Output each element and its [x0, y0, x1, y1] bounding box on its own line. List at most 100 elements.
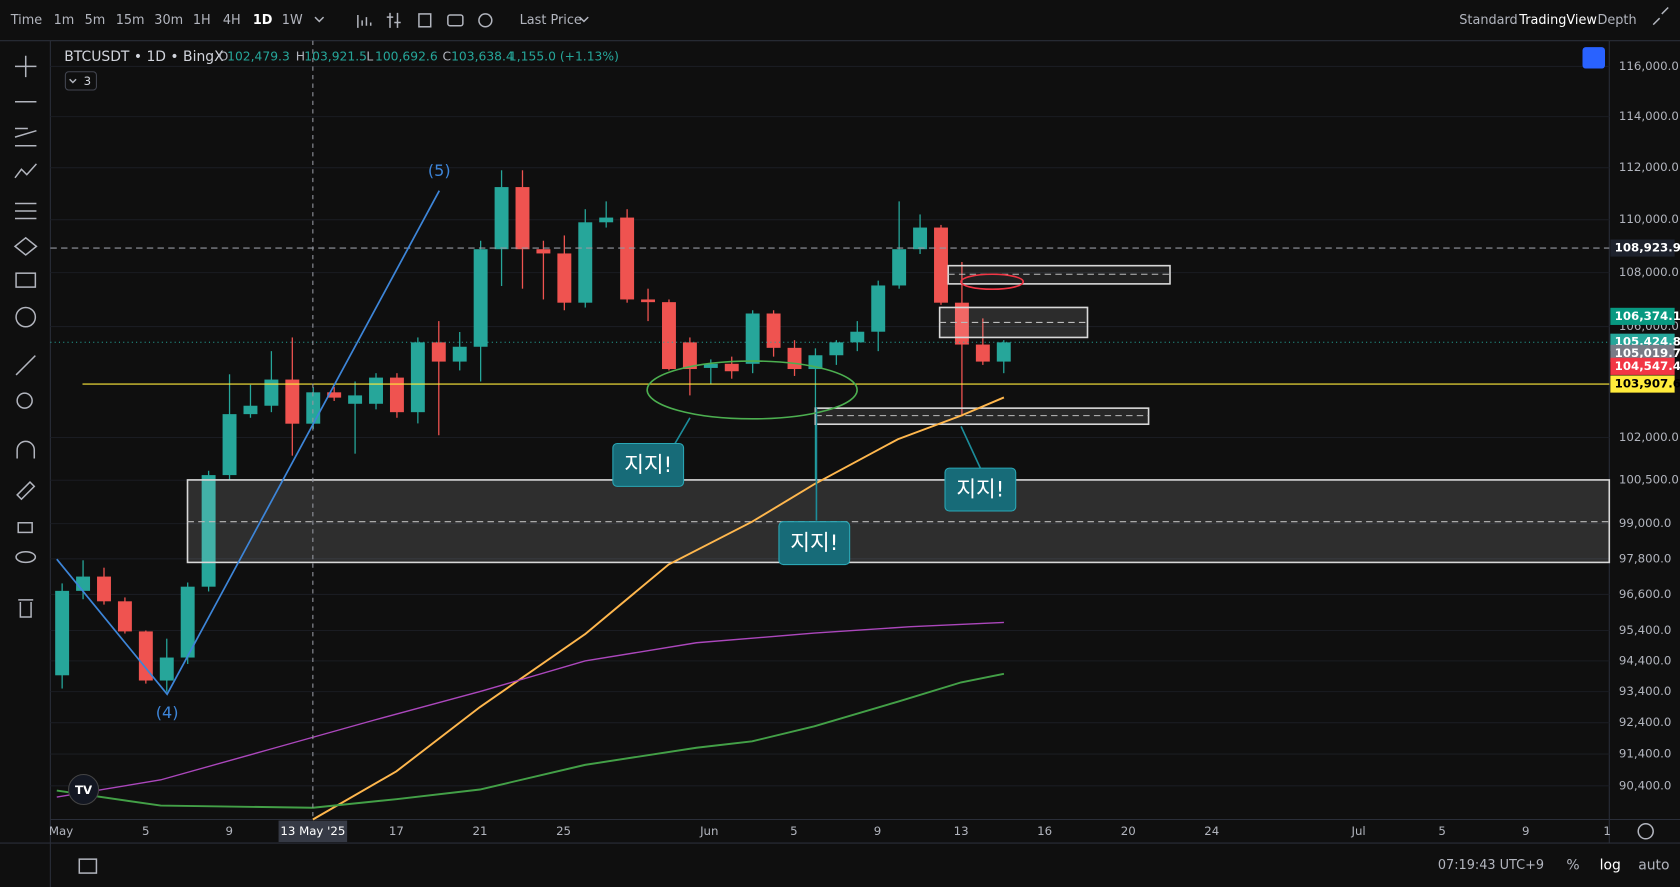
candle-body	[243, 405, 258, 415]
indicator-toggle[interactable]	[64, 71, 97, 91]
indicator-count: 3	[84, 74, 92, 88]
view-button[interactable]: TradingView	[1518, 13, 1597, 28]
drawing-toolbar[interactable]	[13, 55, 38, 618]
wave-label: (5)	[428, 161, 451, 180]
candle-body	[557, 253, 572, 303]
interval-button[interactable]: 1H	[193, 13, 211, 28]
icon-tool[interactable]	[15, 306, 37, 328]
ohlc-key: O	[219, 49, 229, 63]
price-tag-label: 105,019.7	[1615, 346, 1680, 360]
measure-tool[interactable]	[15, 355, 36, 376]
price-tag	[1610, 307, 1675, 325]
sync-button[interactable]	[1582, 47, 1606, 69]
moving-average	[56, 621, 1004, 798]
candle-body	[724, 363, 739, 372]
candle-body	[473, 249, 488, 347]
replay[interactable]	[478, 13, 493, 28]
zoom-tool[interactable]	[16, 392, 33, 409]
snapshot[interactable]	[447, 14, 464, 27]
pattern-tool[interactable]	[14, 163, 37, 179]
shape-tool[interactable]	[13, 236, 38, 256]
interval-button[interactable]: Time	[10, 13, 43, 28]
price-tag-label: 108,923.9	[1615, 241, 1680, 255]
date-label: Jul	[1350, 824, 1365, 838]
lock-draw-tool[interactable]	[16, 481, 36, 501]
interval-button[interactable]: 15m	[116, 13, 145, 28]
date-label: 16	[1037, 824, 1052, 838]
price-label: 90,400.0	[1619, 778, 1671, 792]
date-label: 5	[790, 824, 798, 838]
wave-label: (4)	[156, 703, 179, 722]
candle-body	[515, 187, 530, 250]
symbol: BTCUSDT • 1D • BingX	[64, 49, 224, 65]
chevron	[69, 78, 77, 84]
candle-body	[871, 285, 886, 332]
candle-body	[620, 217, 635, 300]
candle-body	[536, 249, 551, 254]
price-label: 100,500.0	[1619, 473, 1679, 487]
interval-button[interactable]: 4H	[223, 13, 241, 28]
price-tag-label: 103,907.6	[1615, 377, 1680, 391]
date-range[interactable]	[78, 858, 98, 874]
settings[interactable]	[1637, 823, 1654, 840]
price-tag	[1610, 375, 1675, 393]
candle-body	[787, 347, 802, 370]
callout-text: 지지!	[790, 531, 838, 556]
candle-body	[662, 302, 676, 370]
crosshair-tool[interactable]	[15, 55, 37, 78]
candle-body	[913, 227, 928, 250]
price-label: 92,400.0	[1619, 715, 1671, 729]
price-tag-label: 104,547.4	[1615, 359, 1680, 373]
ohlc-key: C	[443, 49, 452, 63]
cursor-date: 13 May '25	[280, 824, 345, 838]
hide-tool[interactable]	[15, 550, 37, 564]
header-icons[interactable]	[314, 6, 1669, 28]
view-button[interactable]: Standard	[1459, 13, 1517, 28]
templates[interactable]	[418, 13, 432, 28]
candle-body	[452, 346, 467, 362]
fib-tool[interactable]	[14, 127, 37, 147]
candle-body	[934, 227, 948, 303]
interval-button[interactable]: 5m	[85, 13, 106, 28]
candle-body	[180, 586, 195, 658]
delete-tool[interactable]	[18, 599, 34, 618]
price-dropdown[interactable]	[579, 16, 589, 23]
date-label: 20	[1121, 824, 1136, 838]
indicators[interactable]	[386, 12, 401, 28]
ohlc-value: 100,692.6	[375, 49, 438, 63]
magnet-tool[interactable]	[16, 440, 36, 459]
ohlc-value: 102,479.3	[227, 49, 290, 63]
logo-text: TV	[75, 783, 93, 797]
drawings: TV	[56, 40, 1654, 874]
candle-body	[222, 414, 237, 476]
interval-button[interactable]: 1W	[282, 13, 303, 28]
price-tag	[1610, 239, 1675, 257]
callout-pointer	[674, 417, 691, 444]
view-button[interactable]: Depth	[1598, 13, 1637, 28]
candle-body	[431, 342, 446, 362]
candle-body	[159, 657, 174, 681]
scale-mode[interactable]: auto	[1638, 858, 1669, 874]
cursor-date-tag	[278, 820, 348, 843]
lock-tool[interactable]	[17, 522, 33, 534]
candle-body	[97, 576, 111, 602]
moving-average	[312, 396, 1005, 821]
fullscreen[interactable]	[1652, 6, 1669, 26]
price-label: 108,000.0	[1619, 265, 1679, 279]
candle-body	[389, 377, 404, 413]
candle-body	[201, 475, 216, 587]
interval-button[interactable]: 1D	[253, 13, 273, 28]
price-source[interactable]: Last Price	[520, 13, 582, 28]
price-label: 114,000.0	[1619, 109, 1679, 123]
interval-button[interactable]: 30m	[154, 13, 183, 28]
candle-body	[599, 217, 614, 223]
scale-mode[interactable]: %	[1566, 858, 1579, 874]
text-tool[interactable]	[15, 272, 37, 288]
chart-style[interactable]	[357, 14, 372, 28]
interval-button[interactable]: 1m	[54, 13, 75, 28]
projection-tool[interactable]	[15, 202, 37, 220]
dropdown[interactable]	[314, 16, 325, 23]
candle-body	[494, 187, 509, 250]
scale-mode[interactable]: log	[1600, 858, 1621, 874]
